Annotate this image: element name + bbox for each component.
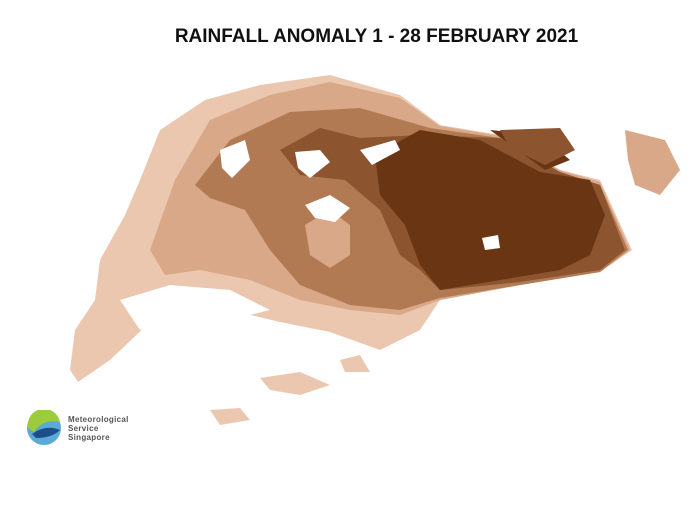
mss-logo: Meteorological Service Singapore (26, 410, 129, 446)
reservoir (360, 140, 400, 165)
logo-line-1: Meteorological (68, 414, 129, 424)
logo-line-2: Service (68, 423, 99, 433)
southern-island (260, 372, 330, 395)
island-outline (70, 75, 680, 425)
map-title: RAINFALL ANOMALY 1 - 28 FEBRUARY 2021 (174, 26, 579, 47)
pulau-tekong (625, 130, 680, 195)
mss-logo-icon (27, 410, 61, 445)
pulau-ubin (500, 128, 575, 165)
reservoir (295, 150, 330, 178)
western-waters (120, 285, 270, 330)
reservoir (482, 235, 500, 250)
reservoir (305, 195, 350, 222)
reservoir (220, 140, 250, 178)
southern-island (210, 408, 250, 425)
zone-darkest (375, 130, 605, 290)
logo-line-3: Singapore (68, 432, 110, 442)
zone-light-pocket (305, 210, 350, 268)
southern-island (340, 355, 370, 372)
